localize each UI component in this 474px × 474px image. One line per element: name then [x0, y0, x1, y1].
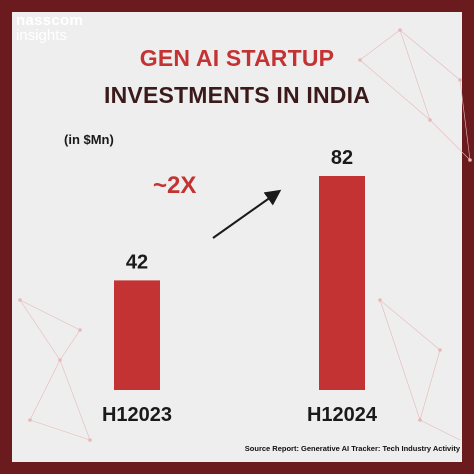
nasscom-insights-logo: nasscom insights — [16, 12, 84, 44]
chart-title-line2: INVESTMENTS IN INDIA — [104, 82, 370, 108]
value-label-H12024: 82 — [331, 147, 353, 169]
chart-title-line1: GEN AI STARTUP — [139, 45, 335, 71]
category-label-H12024: H12024 — [307, 404, 378, 426]
chart-panel — [12, 12, 462, 462]
brand-subname: insights — [16, 27, 67, 44]
bar-H12024 — [319, 176, 365, 390]
growth-arrow — [212, 189, 282, 239]
brand-name: nasscom — [16, 12, 84, 29]
source-note: Source Report: Generative AI Tracker: Te… — [244, 444, 460, 453]
bar-H12023 — [114, 280, 160, 390]
value-label-H12023: 42 — [126, 251, 148, 273]
growth-annotation: ~2X — [153, 172, 197, 199]
unit-label: (in $Mn) — [64, 132, 114, 147]
category-label-H12023: H12023 — [102, 404, 172, 426]
